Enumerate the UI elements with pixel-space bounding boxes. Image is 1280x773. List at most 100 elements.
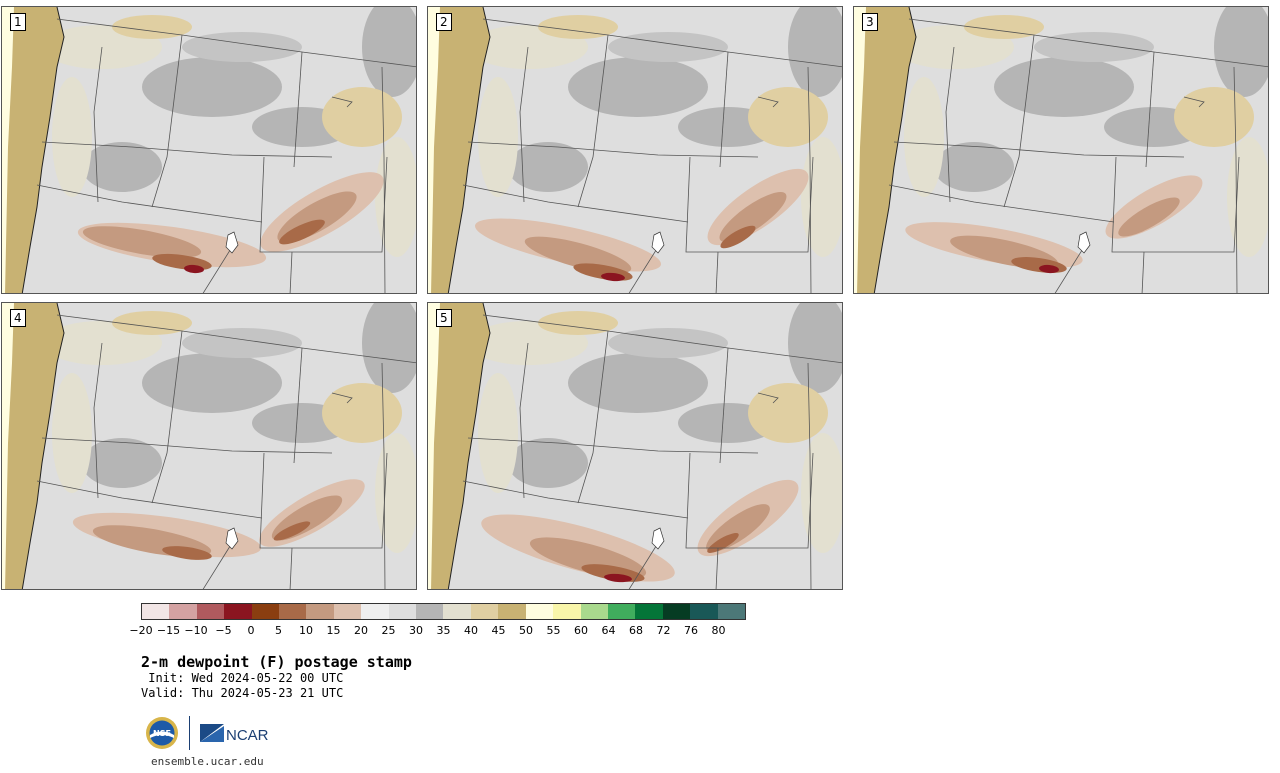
member-panel: 1 xyxy=(1,6,417,294)
terrain-patch xyxy=(608,32,728,62)
moisture-patch xyxy=(904,77,944,197)
state-border xyxy=(1183,96,1205,108)
state-border xyxy=(462,184,689,223)
state-border xyxy=(577,330,609,504)
moisture-patch xyxy=(478,77,518,197)
lake-shape xyxy=(1077,231,1091,254)
dewpoint-map xyxy=(428,303,842,589)
moisture-patch xyxy=(1174,87,1254,147)
dry-air-plume xyxy=(524,236,632,274)
state-border xyxy=(893,141,1185,158)
member-label: 1 xyxy=(10,13,26,31)
state-border xyxy=(577,34,609,208)
dry-air-plume xyxy=(1118,197,1180,237)
colorbar-swatch xyxy=(416,604,444,619)
terrain-patch xyxy=(82,438,162,488)
colorbar-swatch xyxy=(553,604,581,619)
lake-shape xyxy=(651,527,665,550)
moisture-patch xyxy=(375,433,416,553)
colorbar-swatch xyxy=(525,604,554,619)
state-border xyxy=(482,18,842,68)
terrain-patch xyxy=(788,303,842,393)
product-title: 2-m dewpoint (F) postage stamp xyxy=(141,653,412,671)
moisture-patch xyxy=(801,433,842,553)
colorbar-swatch xyxy=(279,604,307,619)
colorbar-swatch xyxy=(142,604,170,619)
terrain-patch xyxy=(182,328,302,358)
state-border xyxy=(381,362,386,589)
state-border xyxy=(807,362,812,589)
terrain-patch xyxy=(362,303,416,393)
site-url[interactable]: ensemble.ucar.edu xyxy=(151,755,264,768)
state-border xyxy=(757,392,779,404)
colorbar-swatch xyxy=(196,604,225,619)
moisture-patch xyxy=(52,77,92,197)
moisture-patch xyxy=(748,87,828,147)
ocean-edge xyxy=(2,7,14,293)
state-border xyxy=(202,246,233,293)
dewpoint-map xyxy=(2,7,416,293)
colorbar-tick-label: −15 xyxy=(156,624,181,637)
terrain-patch xyxy=(568,353,708,413)
ocean-area xyxy=(428,303,490,589)
state-border xyxy=(807,66,812,293)
state-border xyxy=(36,184,263,223)
colorbar-tick-label: −5 xyxy=(215,624,232,637)
state-border xyxy=(1141,251,1145,293)
dry-air-plume xyxy=(273,521,311,541)
moisture-patch xyxy=(1227,137,1268,257)
state-border xyxy=(908,18,1268,68)
colorbar-tick-label: 15 xyxy=(326,624,341,637)
state-border xyxy=(482,314,842,364)
moisture-patch xyxy=(322,383,402,443)
state-border xyxy=(628,246,659,293)
ocean-area xyxy=(2,303,64,589)
terrain-patch xyxy=(142,353,282,413)
valid-time: Valid: Thu 2024-05-23 21 UTC xyxy=(141,686,344,700)
colorbar-swatch xyxy=(169,604,197,619)
colorbar-swatch xyxy=(306,604,334,619)
dry-air-plume xyxy=(719,192,787,242)
dry-air-plume xyxy=(604,573,632,583)
state-border xyxy=(467,141,759,158)
moisture-patch xyxy=(112,15,192,39)
state-border xyxy=(1145,51,1155,168)
colorbar xyxy=(141,603,746,620)
colorbar-swatch xyxy=(717,604,745,619)
member-label: 4 xyxy=(10,309,26,327)
state-border xyxy=(519,46,529,203)
colorbar-swatch xyxy=(333,604,362,619)
colorbar-swatch xyxy=(251,604,280,619)
state-border xyxy=(293,51,303,168)
svg-text:NCAR: NCAR xyxy=(226,727,269,744)
colorbar-ticks: −20 −15 −10 −5 0 5 10 15 20 25 30 35 40 45 50 55 60 64 68 7… xyxy=(129,624,761,640)
terrain-patch xyxy=(1214,7,1268,97)
member-label: 2 xyxy=(436,13,452,31)
state-border xyxy=(151,330,183,504)
state-border xyxy=(467,437,759,454)
state-border xyxy=(202,542,233,589)
moisture-patch xyxy=(538,311,618,335)
colorbar-swatch xyxy=(607,604,636,619)
state-border xyxy=(41,437,333,454)
terrain-patch xyxy=(788,7,842,97)
state-border xyxy=(331,392,353,404)
svg-text:NSF: NSF xyxy=(153,729,171,738)
state-border xyxy=(719,347,729,464)
dry-air-plume xyxy=(720,225,756,249)
dewpoint-map xyxy=(854,7,1268,293)
state-border xyxy=(381,66,386,293)
ocean-area xyxy=(428,7,490,293)
state-border xyxy=(93,46,103,203)
state-border xyxy=(56,18,416,68)
colorbar-tick-label: 50 xyxy=(519,624,533,637)
dewpoint-map xyxy=(2,303,416,589)
colorbar-swatch xyxy=(690,604,718,619)
colorbar-tick-label: 30 xyxy=(409,624,423,637)
ocean-edge xyxy=(428,7,440,293)
terrain-patch xyxy=(934,142,1014,192)
state-border xyxy=(293,347,303,464)
ocean-edge xyxy=(854,7,866,293)
nsf-logo-icon: NSF xyxy=(146,717,178,749)
state-border xyxy=(945,46,955,203)
